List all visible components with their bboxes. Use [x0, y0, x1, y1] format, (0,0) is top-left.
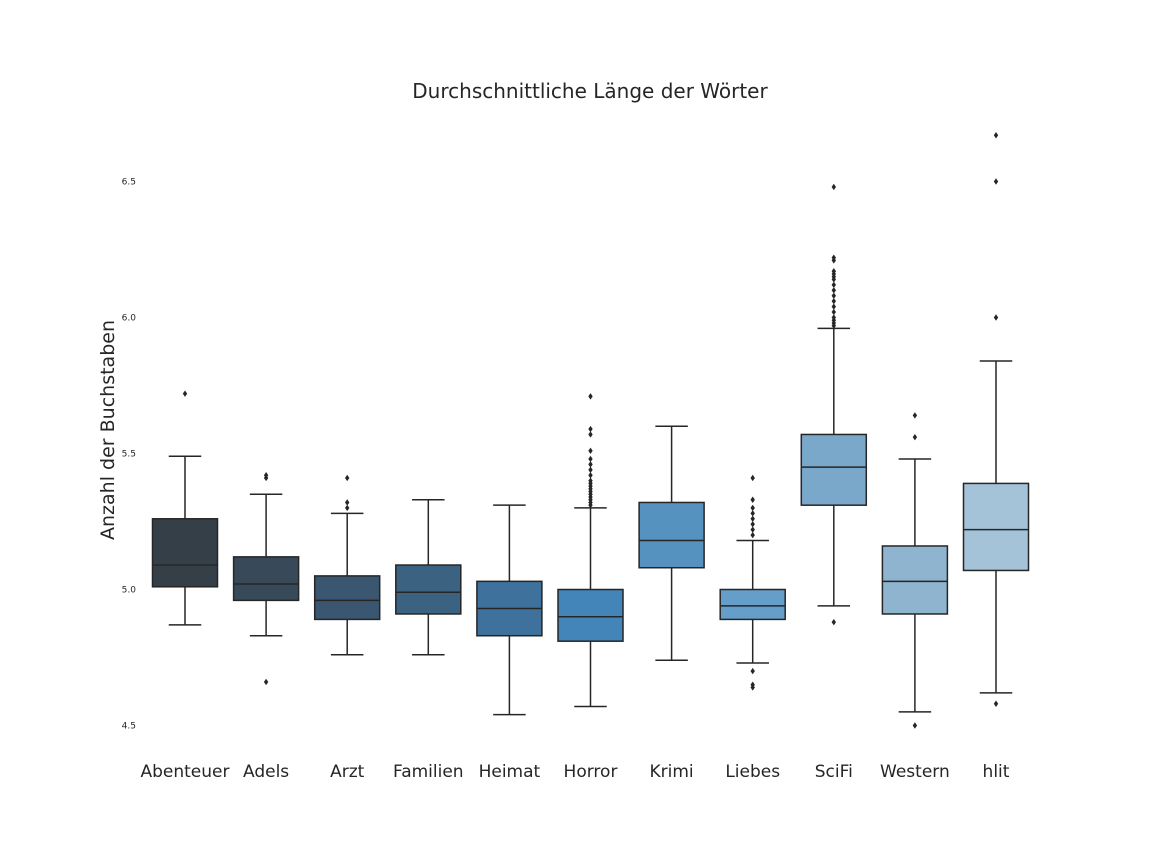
x-axis: Abenteuer Adels Arzt Familien Heimat Horror Kr…: [140, 762, 1009, 782]
x-tick-label: Abenteuer: [140, 762, 229, 782]
outlier-point: [750, 515, 755, 522]
outlier-point: [750, 510, 755, 517]
x-tick-label: SciFi: [815, 762, 853, 782]
outlier-point: [588, 472, 593, 479]
x-tick-label: Familien: [393, 762, 464, 782]
outlier-point: [750, 496, 755, 503]
box-iqr: [232, 556, 300, 602]
outlier-point: [831, 618, 836, 626]
x-tick-label: Adels: [243, 762, 289, 782]
y-tick-label: 5.5: [122, 450, 136, 460]
box-series: [151, 132, 1030, 729]
outlier-point: [831, 308, 836, 316]
box-iqr: [313, 575, 381, 621]
box-abenteuer: [151, 390, 219, 626]
box-hlit: [962, 132, 1030, 707]
outlier-point: [182, 390, 188, 397]
box-adels: [232, 472, 300, 686]
box-iqr: [800, 433, 868, 506]
outlier-point: [993, 314, 999, 321]
outlier-point: [831, 268, 836, 275]
box-iqr: [719, 588, 786, 621]
outlier-point: [345, 504, 350, 512]
box-iqr: [395, 564, 462, 615]
box-heimat: [476, 504, 543, 716]
outlier-point: [263, 678, 269, 686]
outlier-point: [831, 314, 836, 321]
y-axis: 4.5 5.0 5.5 6.0 6.5: [122, 178, 137, 732]
outlier-point: [588, 461, 593, 468]
outlier-point: [750, 531, 755, 539]
y-tick-label: 4.5: [122, 722, 136, 732]
box-iqr: [881, 545, 949, 615]
box-iqr: [638, 501, 705, 569]
outlier-point: [912, 433, 918, 441]
outlier-point: [831, 183, 836, 191]
y-axis-label: Anzahl der Buchstaben: [97, 320, 119, 540]
y-tick-label: 5.0: [122, 586, 137, 596]
box-western: [881, 412, 949, 729]
outlier-point: [588, 431, 593, 438]
outlier-point: [750, 521, 755, 528]
outlier-point: [993, 132, 999, 139]
box-arzt: [313, 474, 381, 656]
outlier-point: [263, 472, 269, 479]
outlier-point: [912, 722, 918, 729]
x-tick-label: Heimat: [479, 762, 541, 782]
x-tick-label: Western: [880, 762, 950, 782]
x-tick-label: Horror: [564, 762, 618, 782]
box-scifi: [800, 183, 868, 626]
outlier-point: [831, 281, 836, 289]
outlier-point: [345, 499, 350, 506]
x-tick-label: hlit: [983, 762, 1010, 782]
box-krimi: [638, 425, 705, 661]
outlier-point: [912, 412, 918, 419]
x-tick-label: Krimi: [650, 762, 694, 782]
chart-title: Durchschnittliche Länge der Wörter: [412, 79, 768, 103]
outlier-point: [831, 292, 836, 299]
outlier-point: [588, 447, 593, 454]
box-iqr: [151, 518, 219, 588]
outlier-point: [993, 178, 999, 185]
outlier-point: [588, 393, 593, 400]
outlier-point: [750, 684, 755, 691]
outlier-point: [750, 526, 755, 533]
outlier-point: [588, 477, 593, 484]
outlier-point: [750, 474, 755, 482]
box-iqr: [962, 482, 1030, 572]
outlier-point: [831, 297, 836, 305]
x-tick-label: Arzt: [330, 762, 365, 782]
y-tick-label: 6.0: [122, 314, 137, 324]
box-familien: [395, 498, 462, 656]
outlier-point: [750, 667, 755, 675]
outlier-point: [831, 254, 836, 261]
outlier-point: [831, 287, 836, 294]
box-iqr: [557, 588, 624, 642]
outlier-point: [588, 466, 593, 474]
outlier-point: [588, 425, 593, 433]
outlier-point: [345, 474, 350, 482]
x-tick-label: Liebes: [725, 762, 780, 782]
outlier-point: [588, 455, 593, 463]
box-horror: [557, 393, 624, 708]
y-tick-label: 6.5: [122, 178, 136, 188]
outlier-point: [831, 303, 836, 310]
outlier-point: [750, 504, 755, 512]
box-liebes: [719, 474, 786, 691]
outlier-point: [993, 700, 999, 707]
